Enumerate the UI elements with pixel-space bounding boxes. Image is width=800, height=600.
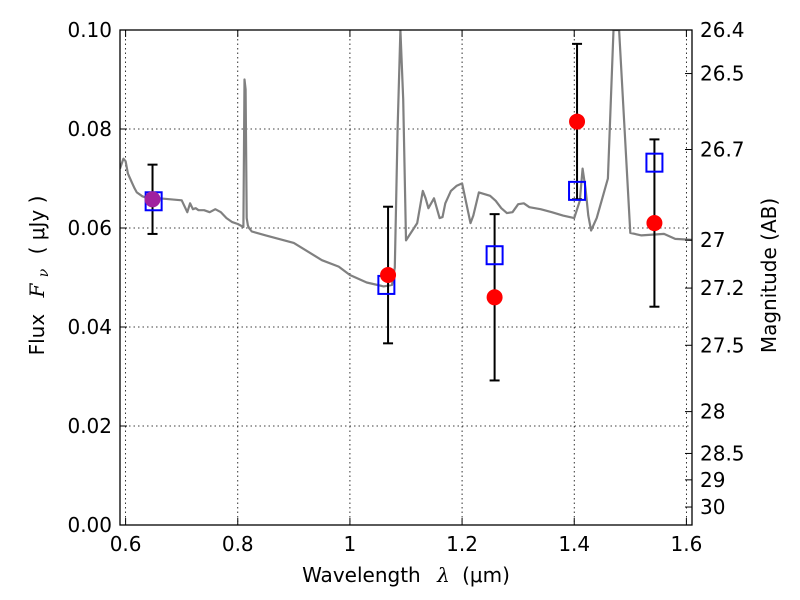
y-tick-label: 0.08 [67,117,112,141]
y2-tick-label: 26.7 [700,138,745,162]
model-square-marker [645,152,664,173]
x-axis-label: Wavelength λ (μm) [302,563,510,587]
y-axis-label: Flux F ν ( μJy ) [25,196,53,356]
x-tick-label: 0.6 [110,532,142,556]
y2-tick-label: 29 [700,468,725,492]
spectrum-line [120,30,692,288]
spectrum-layer [120,30,692,288]
observed-point [569,113,586,130]
marker-layer [144,113,664,306]
y2-axis-label: Magnitude (AB) [757,198,781,353]
grid [120,30,692,525]
x-tick-label: 1.4 [558,532,590,556]
x-tick-label: 1.2 [446,532,478,556]
y2-tick-label: 26.5 [700,62,745,86]
y-tick-label: 0.02 [67,414,112,438]
x-axis-label-unit: (μm) [462,563,510,587]
observed-point [380,267,397,284]
x-axis-label-symbol: λ [436,563,450,587]
y2-tick-label: 27 [700,228,725,252]
y-axis-label-unit: ( μJy ) [25,196,49,255]
model-square-marker [485,245,504,266]
y2-tick-label: 28 [700,400,725,424]
y-tick-label: 0.00 [67,513,112,537]
y2-tick-label: 27.2 [700,276,745,300]
y2-tick-label: 27.5 [700,333,745,357]
x-axis-label-text: Wavelength [302,563,421,587]
x-tick-label: 1 [344,532,357,556]
y2-tick-label: 26.4 [700,18,745,42]
x-tick-label: 0.8 [222,532,254,556]
y2-tick-label: 28.5 [700,441,745,465]
plot-frame [119,29,693,526]
observed-point [486,289,503,306]
y-axis-label-symbol: F [25,282,49,298]
observed-point [144,191,161,208]
y-axis-label-text: Flux [25,314,49,356]
y-axis-label-subscript: ν [36,268,52,277]
y-tick-label: 0.04 [67,315,112,339]
model-square-marker [568,180,587,201]
y-tick-label: 0.06 [67,216,112,240]
observed-point [646,215,663,232]
y2-tick-label: 30 [700,495,725,519]
y-tick-label: 0.10 [67,18,112,42]
x-tick-label: 1.6 [670,532,702,556]
tick-layer: 0.6 0.8 1 1.2 1.4 1.6 0.00 0.02 0.04 0.06 0.08 0.10… [67,18,744,556]
